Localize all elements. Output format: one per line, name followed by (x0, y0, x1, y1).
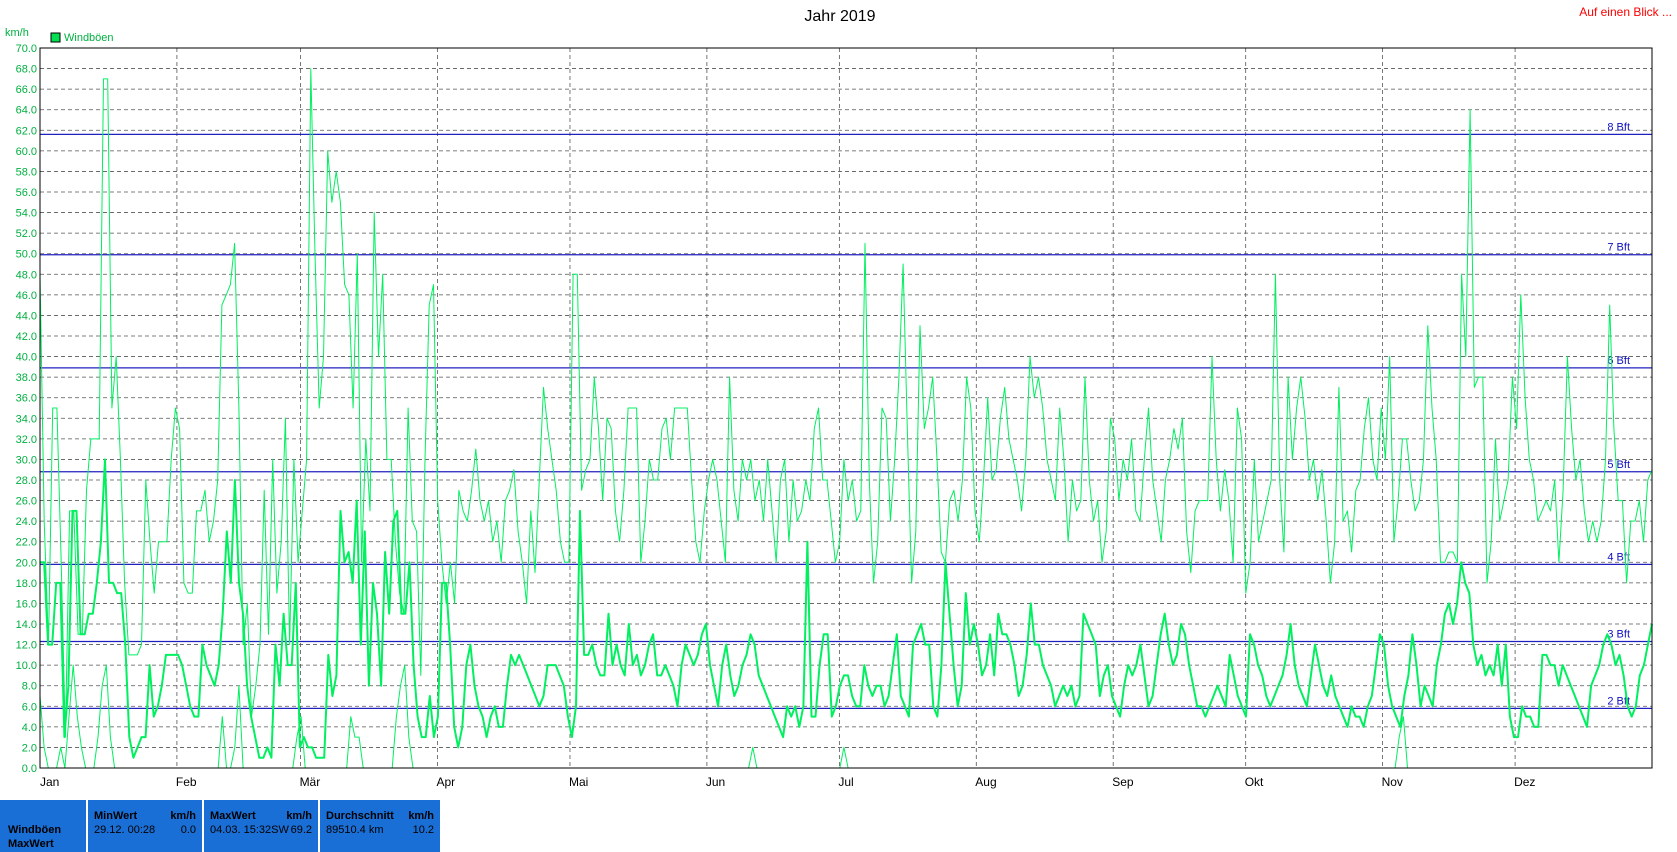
y-tick-label: 70.0 (16, 43, 37, 55)
x-tick-label: Sep (1112, 775, 1134, 789)
y-tick-label: 8.0 (22, 681, 37, 693)
summary-col-avg: Durchschnitt km/h 89510.4 km 10.2 (320, 800, 440, 852)
beaufort-label: 6 Bft (1607, 355, 1630, 367)
plot-frame (39, 47, 1653, 769)
summary-unit: km/h (286, 810, 312, 822)
x-tick-label: Dez (1514, 775, 1535, 789)
y-tick-label: 62.0 (16, 125, 37, 137)
y-tick-label: 38.0 (16, 372, 37, 384)
beaufort-label: 5 Bft (1607, 459, 1630, 471)
y-tick-label: 4.0 (22, 722, 37, 734)
summary-unit: km/h (408, 810, 434, 822)
x-tick-label: Mär (300, 775, 321, 789)
y-tick-label: 52.0 (16, 228, 37, 240)
y-tick-label: 18.0 (16, 578, 37, 590)
x-tick-label: Feb (176, 775, 197, 789)
y-tick-label: 56.0 (16, 187, 37, 199)
x-tick-label: Mai (569, 775, 588, 789)
y-tick-label: 54.0 (16, 208, 37, 220)
series-line-max (39, 68, 1653, 738)
y-tick-label: 6.0 (22, 701, 37, 713)
summary-row-label: MaxWert (8, 838, 54, 850)
beaufort-label: 7 Bft (1607, 242, 1630, 254)
y-tick-label: 22.0 (16, 537, 37, 549)
summary-header: Durchschnitt (326, 810, 394, 822)
summary-value: 69.2 (290, 824, 312, 836)
plot-area (39, 47, 1653, 769)
summary-header: MaxWert (210, 810, 256, 822)
y-tick-label: 26.0 (16, 496, 37, 508)
y-tick-label: 40.0 (16, 352, 37, 364)
y-tick-label: 44.0 (16, 310, 37, 322)
y-tick-label: 12.0 (16, 640, 37, 652)
y-tick-label: 68.0 (16, 64, 37, 76)
y-tick-label: 58.0 (16, 166, 37, 178)
y-tick-label: 60.0 (16, 146, 37, 158)
summary-when: 89510.4 km (326, 824, 384, 836)
y-tick-label: 34.0 (16, 413, 37, 425)
legend-label: Windböen (64, 32, 114, 44)
chart-title: Jahr 2019 (804, 8, 875, 25)
x-tick-label: Aug (975, 775, 996, 789)
beaufort-label: 4 Bft (1607, 551, 1630, 563)
series-line-mean (40, 458, 1653, 759)
y-tick-label: 20.0 (16, 557, 37, 569)
y-tick-label: 16.0 (16, 598, 37, 610)
beaufort-label: 3 Bft (1607, 628, 1630, 640)
summary-value: 0.0 (180, 824, 196, 836)
x-tick-label: Apr (436, 775, 455, 789)
summary-col-max: MaxWert km/h 04.03. 15:32SW 69.2 (204, 800, 318, 852)
y-tick-label: 48.0 (16, 269, 37, 281)
y-tick-label: 42.0 (16, 331, 37, 343)
y-tick-label: 10.0 (16, 660, 37, 672)
summary-row-labels: Windböen MaxWert (0, 800, 86, 852)
y-axis-unit: km/h (5, 27, 29, 39)
summary-when: 04.03. 15:32SW (210, 824, 289, 836)
y-tick-label: 2.0 (22, 742, 37, 754)
y-tick-label: 32.0 (16, 434, 37, 446)
beaufort-label: 8 Bft (1607, 121, 1630, 133)
x-tick-label: Okt (1245, 775, 1264, 789)
y-tick-label: 24.0 (16, 516, 37, 528)
y-tick-label: 0.0 (22, 763, 37, 775)
summary-header: MinWert (94, 810, 138, 822)
x-tick-label: Jan (40, 775, 59, 789)
summary-unit: km/h (170, 810, 196, 822)
y-tick-label: 36.0 (16, 393, 37, 405)
summary-row-label: Windböen (8, 824, 62, 836)
legend-swatch (50, 32, 61, 43)
summary-value: 10.2 (412, 824, 434, 836)
y-tick-label: 64.0 (16, 105, 37, 117)
summary-col-min: MinWert km/h 29.12. 00:28 0.0 (88, 800, 202, 852)
summary-when: 29.12. 00:28 (94, 824, 156, 836)
x-tick-label: Nov (1382, 775, 1403, 789)
y-tick-label: 14.0 (16, 619, 37, 631)
beaufort-label: 2 Bft (1607, 695, 1630, 707)
y-tick-label: 30.0 (16, 454, 37, 466)
chart: Jahr 2019 Auf einen Blick ... km/h Windb… (5, 5, 1672, 789)
x-tick-label: Jun (706, 775, 725, 789)
y-tick-label: 66.0 (16, 84, 37, 96)
x-tick-label: Jul (838, 775, 853, 789)
summary-table: Windböen MaxWert MinWert km/h 29.12. 00:… (0, 800, 1677, 852)
y-tick-label: 28.0 (16, 475, 37, 487)
y-tick-label: 46.0 (16, 290, 37, 302)
y-tick-label: 50.0 (16, 249, 37, 261)
overview-link[interactable]: Auf einen Blick ... (1579, 5, 1672, 19)
